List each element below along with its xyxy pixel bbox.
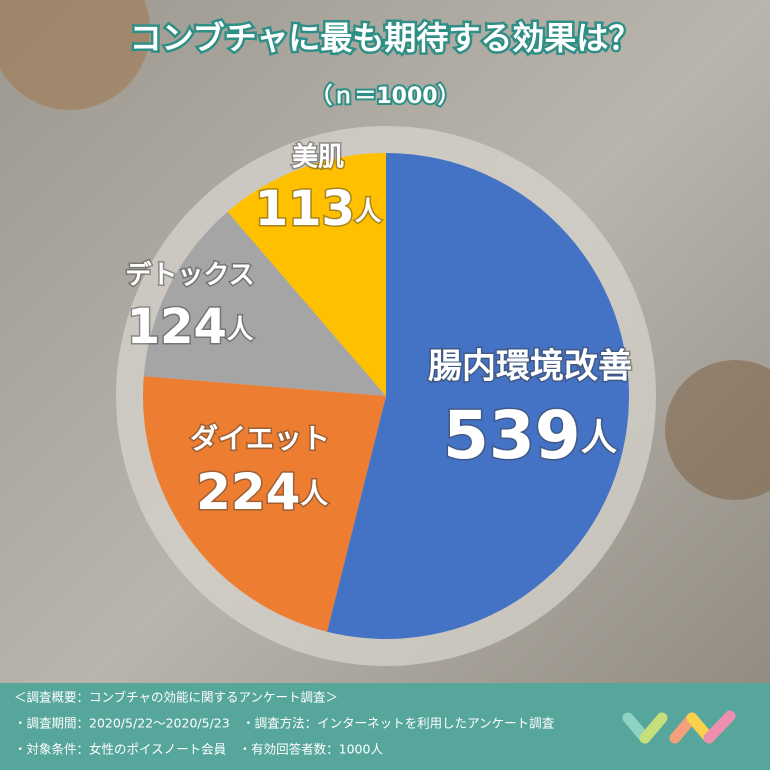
pie-slice <box>227 153 386 396</box>
pie <box>143 153 629 639</box>
value-label: 113人 <box>255 181 382 237</box>
value-label: 124人 <box>127 299 254 355</box>
category-label: デトックス <box>125 260 254 291</box>
pie-slice <box>143 376 386 632</box>
nuts-bowl <box>0 0 150 110</box>
pie-slice <box>327 153 629 639</box>
value-label: 224人 <box>196 463 328 521</box>
note: ・対象条件：女性のポイスノート会員 ・有効回答者数：1000人 <box>14 742 383 757</box>
value-label: 539人 <box>443 397 618 474</box>
category-label: 腸内環境改善 <box>428 347 632 387</box>
spoon <box>665 360 770 500</box>
logo <box>622 710 736 744</box>
note: ＜調査概要：コンブチャの効能に関するアンケート調査＞ <box>14 690 338 705</box>
note: ・調査期間：2020/5/22〜2020/5/23 ・調査方法：インターネットを… <box>14 716 555 731</box>
chart-subtitle: （ｎ＝1000） <box>310 84 459 109</box>
chart-title: コンブチャに最も期待する効果は？ <box>130 19 641 57</box>
category-label: 美肌 <box>292 142 344 173</box>
pie-slice <box>143 211 386 396</box>
category-label: ダイエット <box>190 422 330 455</box>
